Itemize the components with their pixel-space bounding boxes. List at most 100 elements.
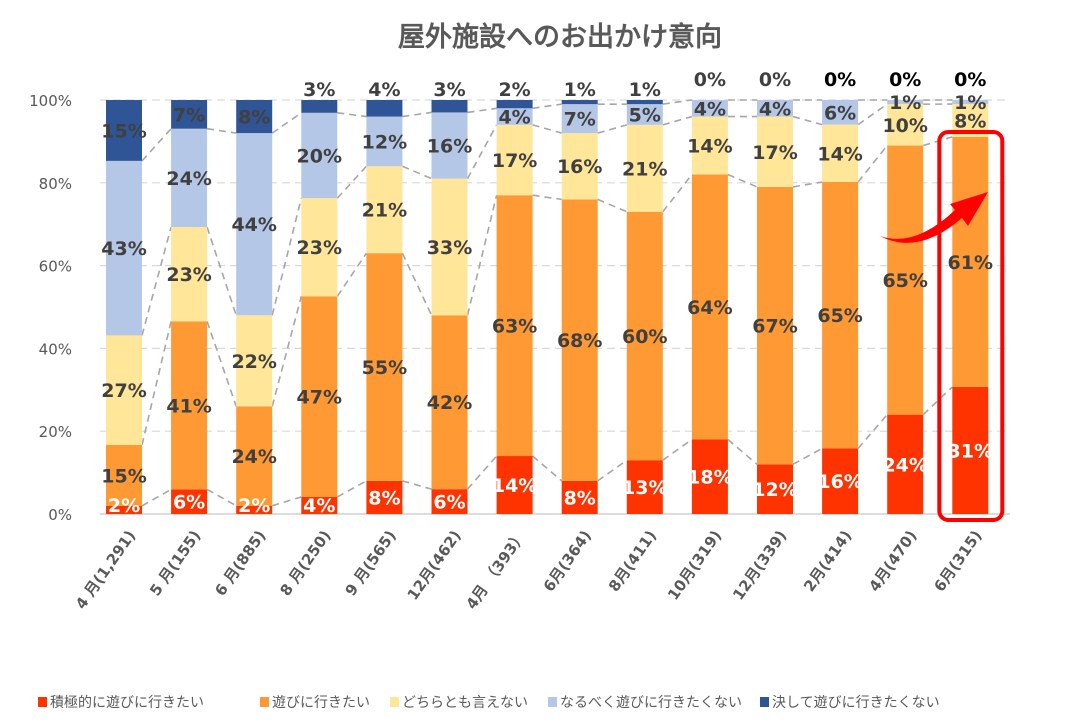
x-tick-label: 4月 （393）	[462, 527, 530, 613]
legend-label: なるべく遊びに行きたくない	[560, 695, 742, 711]
series-line	[402, 253, 431, 315]
data-label: 16%	[817, 471, 862, 493]
data-label: 43%	[101, 238, 146, 260]
data-label: 12%	[752, 479, 797, 501]
series-line	[598, 125, 627, 133]
data-label: 55%	[362, 357, 407, 379]
series-line	[793, 117, 822, 125]
x-tick-label: 5 月(155)	[146, 527, 204, 599]
data-label: 16%	[427, 136, 472, 158]
data-label: 47%	[297, 387, 342, 409]
legend-swatch	[260, 697, 269, 707]
series-line	[468, 108, 497, 112]
data-label: 2%	[498, 79, 530, 101]
legend-label: 遊びに行きたい	[272, 695, 370, 711]
series-line	[598, 199, 627, 211]
x-tick-label: 12月(462)	[404, 527, 465, 604]
data-label: 15%	[101, 465, 146, 487]
legend-swatch	[38, 697, 47, 707]
data-label: 4%	[498, 107, 530, 129]
y-tick-label: 80%	[39, 175, 72, 193]
series-line	[272, 497, 301, 506]
data-label: 23%	[166, 264, 211, 286]
x-axis-ticks: 4 月(1,291)5 月(155)6 月(885)8 月(250)9 月(56…	[72, 527, 986, 613]
data-label: 63%	[492, 316, 537, 338]
data-label: 21%	[362, 200, 407, 222]
data-label: 10%	[882, 115, 927, 137]
series-line	[337, 481, 366, 497]
series-line	[663, 100, 692, 104]
x-tick-label: 8月(411)	[605, 527, 660, 595]
legend-swatch	[390, 697, 399, 707]
legend-swatch	[548, 697, 557, 707]
data-label: 3%	[303, 79, 335, 101]
data-label: 3%	[433, 79, 465, 101]
y-tick-label: 60%	[39, 258, 72, 276]
bar-segment	[366, 100, 402, 117]
series-line	[402, 112, 431, 116]
series-line	[533, 104, 562, 108]
data-label: 1%	[954, 92, 986, 114]
series-line	[337, 253, 366, 296]
x-tick-label: 8 月(250)	[276, 527, 334, 599]
data-label: 8%	[564, 487, 596, 509]
series-line	[272, 113, 301, 133]
data-label: 17%	[492, 150, 537, 172]
data-label: 0%	[824, 69, 856, 91]
data-label: 5%	[629, 104, 661, 126]
data-label: 15%	[101, 120, 146, 142]
data-label: 4%	[759, 98, 791, 120]
data-label: 6%	[824, 102, 856, 124]
series-line	[402, 166, 431, 178]
legend-swatch	[760, 697, 769, 707]
chart-title: 屋外施設へのお出かけ意向	[398, 21, 722, 53]
data-label: 27%	[101, 380, 146, 402]
data-label: 4%	[694, 98, 726, 120]
x-tick-label: 6 月(885)	[211, 527, 269, 599]
x-tick-label: 2月(414)	[800, 527, 855, 595]
data-label: 18%	[687, 467, 732, 489]
data-label: 4%	[368, 79, 400, 101]
series-line	[533, 195, 562, 199]
series-line	[728, 175, 757, 187]
data-label: 14%	[492, 475, 537, 497]
data-label: 23%	[297, 237, 342, 259]
data-label: 6%	[173, 492, 205, 514]
x-tick-label: 6月(364)	[540, 527, 595, 595]
data-label: 0%	[889, 69, 921, 91]
x-tick-label: 9 月(565)	[342, 527, 400, 599]
data-label: 0%	[759, 69, 791, 91]
series-line	[663, 117, 692, 125]
data-label: 67%	[752, 316, 797, 338]
data-labels: 2%6%2%4%8%6%14%8%13%18%12%16%24%31%15%41…	[101, 69, 993, 517]
data-label: 65%	[817, 305, 862, 327]
data-label: 65%	[882, 270, 927, 292]
data-label: 21%	[622, 158, 667, 180]
y-axis-ticks: 0%20%40%60%80%100%	[29, 92, 72, 524]
y-tick-label: 0%	[48, 506, 72, 524]
data-label: 64%	[687, 297, 732, 319]
data-label: 61%	[948, 252, 993, 274]
series-line	[337, 113, 366, 117]
series-line	[207, 489, 236, 505]
series-line	[207, 129, 236, 133]
data-label: 7%	[173, 104, 205, 126]
data-label: 44%	[231, 214, 276, 236]
data-label: 2%	[238, 495, 270, 517]
data-label: 42%	[427, 392, 472, 414]
series-line	[793, 448, 822, 464]
data-label: 17%	[752, 142, 797, 164]
data-label: 24%	[882, 454, 927, 476]
data-label: 20%	[297, 145, 342, 167]
bar-segment	[301, 100, 337, 113]
data-label: 68%	[557, 330, 602, 352]
data-label: 41%	[166, 395, 211, 417]
data-label: 8%	[368, 487, 400, 509]
data-label: 7%	[564, 109, 596, 131]
data-label: 60%	[622, 326, 667, 348]
data-label: 33%	[427, 237, 472, 259]
data-label: 24%	[231, 446, 276, 468]
data-label: 6%	[433, 492, 465, 514]
bar-segment	[432, 100, 468, 112]
